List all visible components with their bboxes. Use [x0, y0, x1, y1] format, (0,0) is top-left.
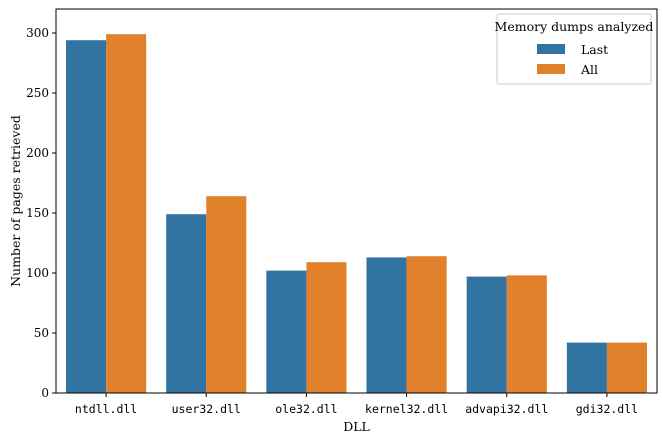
y-axis-label: Number of pages retrieved [8, 115, 23, 287]
y-tick-label: 100 [26, 266, 49, 280]
legend: Memory dumps analyzed Last All [495, 13, 654, 85]
x-tick-label: gdi32.dll [576, 402, 638, 416]
bar-last-ole32-dll [266, 270, 307, 393]
bar-last-kernel32-dll [366, 257, 407, 393]
bar-last-advapi32-dll [466, 276, 507, 393]
y-tick-label: 0 [41, 386, 49, 400]
x-tick-label: kernel32.dll [365, 402, 448, 416]
legend-items: Last All [537, 42, 608, 77]
y-tick-label: 50 [34, 326, 49, 340]
bar-all-gdi32-dll [606, 342, 647, 393]
bar-all-kernel32-dll [406, 256, 447, 393]
x-tick-label: ntdll.dll [75, 402, 137, 416]
y-tick-label: 150 [26, 206, 49, 220]
bar-last-ntdll-dll [66, 40, 107, 393]
legend-swatch-all [537, 64, 565, 74]
plot-frame [55, 8, 658, 394]
y-tick-label: 250 [26, 86, 49, 100]
bar-last-user32-dll [166, 214, 207, 393]
legend-label-last: Last [581, 42, 608, 57]
x-tick-label: user32.dll [172, 402, 241, 416]
x-axis: ntdll.dll user32.dll ole32.dll kernel32.dll… [75, 393, 638, 416]
bar-all-ole32-dll [306, 262, 347, 393]
y-axis: 0 50 100 150 200 250 300 [26, 26, 56, 400]
legend-box [496, 13, 652, 85]
bar-last-gdi32-dll [566, 342, 607, 393]
legend-swatch-last [537, 44, 565, 54]
legend-label-all: All [580, 62, 598, 77]
x-tick-label: advapi32.dll [465, 402, 548, 416]
legend-title: Memory dumps analyzed [495, 19, 654, 34]
bar-all-user32-dll [206, 196, 247, 393]
x-axis-label: DLL [343, 419, 370, 434]
y-tick-label: 300 [26, 26, 49, 40]
bar-all-ntdll-dll [106, 34, 147, 393]
x-tick-label: ole32.dll [275, 402, 337, 416]
bars-layer [66, 34, 647, 393]
y-tick-label: 200 [26, 146, 49, 160]
bar-all-advapi32-dll [506, 275, 547, 393]
